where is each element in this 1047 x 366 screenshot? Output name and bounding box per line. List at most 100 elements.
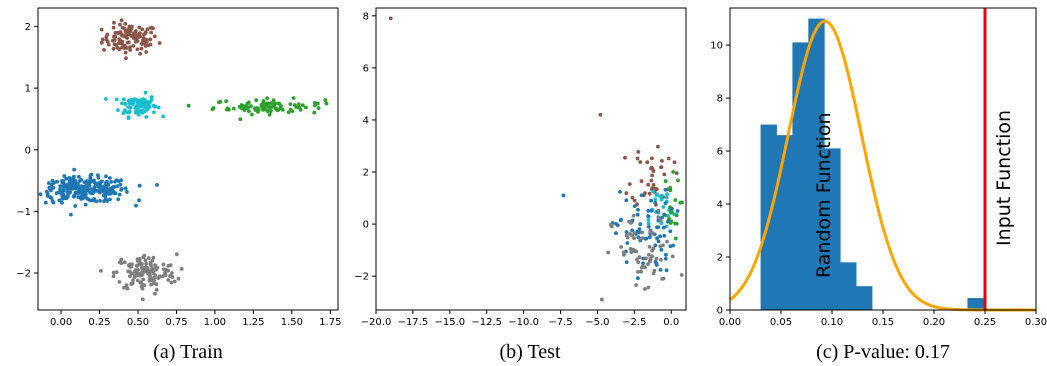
train-point-brown — [139, 46, 144, 51]
test-point-gray — [646, 252, 651, 257]
train-point-green — [324, 101, 329, 106]
test-point-gray — [646, 285, 651, 290]
train-point-blue — [134, 203, 138, 208]
train-point-brown — [140, 27, 145, 32]
train-x-tick-label: 0.25 — [88, 317, 110, 328]
test-x-tick-label: −2.5 — [622, 317, 646, 328]
train-point-blue — [52, 180, 56, 185]
test-point-gray — [606, 250, 611, 255]
train-point-gray — [151, 255, 156, 260]
test-point-blue — [646, 224, 651, 229]
train-point-brown — [112, 20, 116, 25]
train-point-blue — [105, 186, 109, 191]
train-point-green — [247, 100, 251, 105]
train-point-green — [316, 106, 321, 110]
test-point-blue — [619, 217, 623, 222]
train-point-blue — [76, 191, 81, 195]
train-point-cyan — [144, 115, 149, 119]
train-point-brown — [123, 50, 128, 55]
train-point-gray — [133, 268, 138, 272]
train-point-brown — [120, 39, 125, 44]
train-point-brown — [157, 41, 162, 45]
train-point-cyan — [126, 105, 131, 109]
test-x-tick-label: −12.5 — [471, 317, 502, 328]
train-point-brown — [124, 56, 128, 61]
test-point-blue — [653, 243, 658, 248]
train-point-blue — [116, 197, 121, 202]
train-point-green — [264, 104, 268, 108]
train-point-gray — [149, 263, 153, 268]
test-point-cyan — [651, 189, 655, 194]
test-point-green — [676, 178, 680, 183]
train-point-blue — [102, 199, 106, 204]
test-point-brown — [623, 155, 627, 160]
train-point-cyan — [104, 97, 108, 101]
test-point-blue — [637, 227, 642, 232]
train-point-gray — [117, 280, 122, 284]
train-point-green — [239, 103, 244, 107]
train-point-green — [255, 106, 260, 110]
train-point-green — [231, 106, 236, 111]
train-point-blue — [109, 180, 113, 184]
train-point-blue — [119, 187, 124, 191]
train-point-blue — [73, 204, 78, 208]
train-point-blue — [64, 176, 69, 181]
train-point-blue — [47, 185, 52, 190]
train-point-green — [313, 101, 317, 105]
train-point-gray — [142, 253, 147, 258]
train-point-green — [186, 103, 191, 108]
train-point-green — [244, 106, 249, 111]
train-point-brown — [135, 47, 140, 52]
train-point-green — [312, 110, 317, 115]
train-caption: (a) Train — [153, 341, 222, 363]
train-point-blue — [55, 179, 59, 184]
train-point-cyan — [134, 110, 138, 115]
train-point-brown — [126, 40, 131, 45]
train-point-blue — [61, 194, 66, 199]
test-point-blue — [662, 212, 667, 217]
train-point-brown — [137, 25, 142, 30]
test-point-blue — [656, 239, 661, 244]
train-point-blue — [66, 186, 70, 191]
train-point-blue — [69, 212, 73, 217]
train-point-green — [218, 100, 223, 104]
histogram-y-tick-label: 10 — [710, 41, 723, 52]
random-function-label: Random Function — [813, 112, 835, 278]
test-point-green — [673, 236, 678, 241]
test-point-blue — [643, 236, 648, 241]
train-point-gray — [119, 261, 124, 265]
train-point-brown — [126, 30, 131, 34]
train-point-gray — [99, 269, 103, 273]
train-point-brown — [131, 34, 136, 39]
train-point-gray — [135, 263, 139, 268]
train-point-blue — [92, 185, 97, 189]
train-point-blue — [96, 181, 101, 186]
test-point-blue — [624, 230, 629, 234]
train-point-green — [291, 96, 296, 100]
test-point-gray — [659, 257, 663, 262]
test-point-gray — [632, 231, 637, 236]
train-point-brown — [123, 21, 128, 26]
train-point-cyan — [161, 114, 166, 119]
train-point-green — [273, 106, 278, 111]
train-point-gray — [141, 283, 146, 287]
test-point-gray — [634, 249, 639, 254]
test-point-gray — [648, 229, 653, 234]
train-point-blue — [89, 190, 93, 195]
train-point-green — [265, 109, 270, 114]
test-point-brown — [654, 187, 659, 192]
test-point-blue — [662, 233, 667, 238]
test-point-blue — [658, 268, 663, 272]
histogram-x-tick-label: 0.05 — [770, 317, 792, 328]
test-point-gray — [637, 255, 642, 260]
train-point-brown — [112, 42, 117, 47]
train-point-gray — [129, 264, 134, 269]
test-point-gray — [647, 245, 652, 249]
test-point-gray — [625, 235, 630, 240]
train-point-blue — [102, 184, 107, 188]
train-point-brown — [117, 37, 122, 42]
test-x-tick-label: −20.0 — [361, 317, 392, 328]
test-point-gray — [660, 277, 665, 281]
test-point-brown — [636, 150, 641, 154]
train-point-green — [249, 104, 253, 108]
